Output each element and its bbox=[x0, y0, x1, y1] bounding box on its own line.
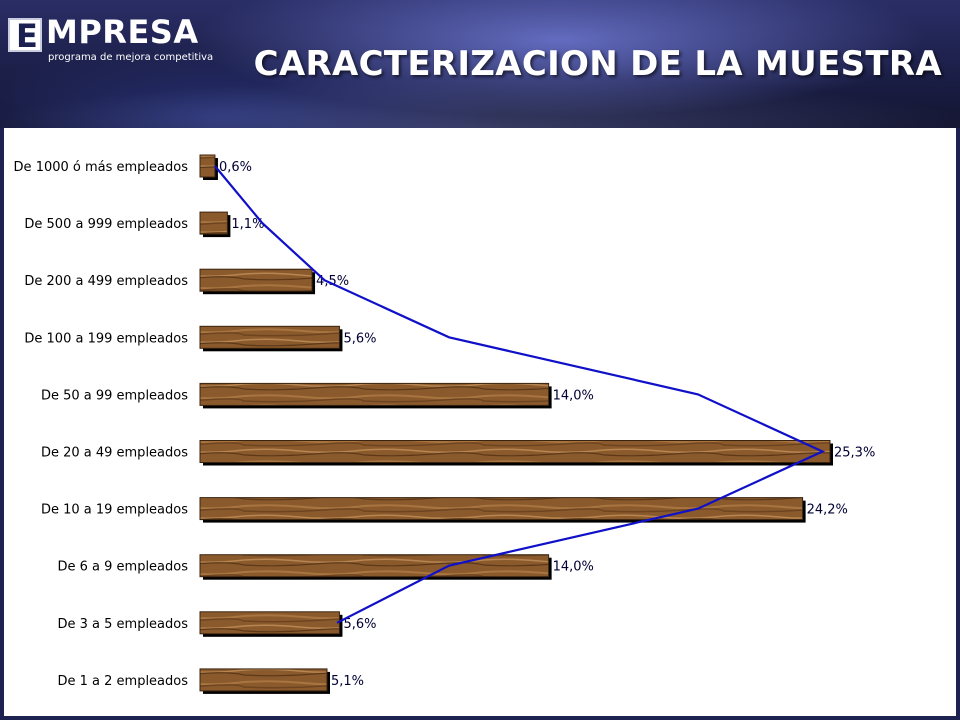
bar bbox=[199, 611, 340, 635]
bar bbox=[199, 440, 831, 463]
bar bbox=[199, 497, 804, 521]
bar bbox=[199, 382, 550, 406]
category-label: De 3 a 5 empleados bbox=[57, 617, 188, 632]
data-label: 24,2% bbox=[807, 503, 848, 518]
data-label: 25,3% bbox=[834, 446, 875, 461]
category-label: De 20 a 49 empleados bbox=[41, 446, 188, 461]
category-label: De 50 a 99 empleados bbox=[41, 388, 188, 403]
category-label: De 1000 ó más empleados bbox=[14, 160, 189, 175]
data-label: 4,5% bbox=[316, 274, 349, 289]
data-label: 5,6% bbox=[343, 617, 376, 632]
logo-letter: E bbox=[16, 17, 38, 55]
trend-line bbox=[214, 165, 826, 624]
bar bbox=[199, 268, 313, 292]
page-title: CARACTERIZACION DE LA MUESTRA bbox=[253, 44, 942, 84]
data-label: 5,6% bbox=[343, 331, 376, 346]
category-label: De 1 a 2 empleados bbox=[57, 674, 188, 689]
category-label: De 500 a 999 empleados bbox=[24, 217, 188, 232]
bar bbox=[199, 211, 228, 235]
bar bbox=[199, 154, 216, 178]
data-label: 14,0% bbox=[553, 560, 594, 575]
logo-e-box: E bbox=[8, 17, 42, 55]
slide-header: E MPRESA programa de mejora competitiva … bbox=[0, 0, 960, 128]
category-label: De 6 a 9 empleados bbox=[57, 560, 188, 575]
chart-panel: De 1000 ó más empleados 0,6% De 500 a 999 … bbox=[4, 128, 956, 716]
logo-subtitle: programa de mejora competitiva bbox=[48, 52, 214, 63]
data-label: 5,1% bbox=[331, 674, 364, 689]
category-label: De 10 a 19 empleados bbox=[41, 503, 188, 518]
bar-chart: De 1000 ó más empleados 0,6% De 500 a 999 … bbox=[14, 154, 875, 694]
category-label: De 100 a 199 empleados bbox=[24, 331, 188, 346]
category-label: De 200 a 499 empleados bbox=[24, 274, 188, 289]
data-label: 0,6% bbox=[219, 160, 252, 175]
data-label: 1,1% bbox=[231, 217, 264, 232]
data-label: 14,0% bbox=[553, 388, 594, 403]
logo-word: MPRESA bbox=[46, 13, 199, 51]
bar bbox=[199, 668, 328, 692]
bar bbox=[199, 325, 340, 349]
bar bbox=[199, 554, 550, 578]
